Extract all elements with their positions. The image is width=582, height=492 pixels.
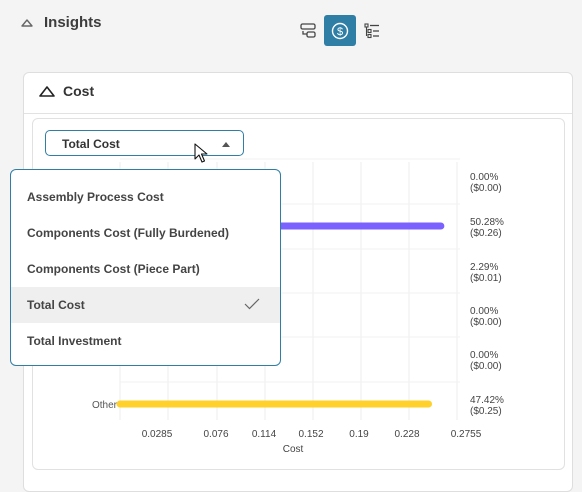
percent-label: 2.29% bbox=[470, 262, 498, 273]
value-label: ($0.00) bbox=[470, 183, 502, 194]
menu-option[interactable]: Components Cost (Fully Burdened) bbox=[11, 215, 280, 251]
percent-label: 0.00% bbox=[470, 306, 498, 317]
percent-label: 0.00% bbox=[470, 350, 498, 361]
list-tree-icon bbox=[364, 22, 379, 38]
view-toolbar: $ bbox=[292, 15, 388, 46]
x-tick-label: 0.076 bbox=[203, 429, 228, 440]
menu-option[interactable]: Assembly Process Cost bbox=[11, 179, 280, 215]
cost-type-menu: Assembly Process Cost Components Cost (Fu… bbox=[10, 169, 281, 366]
mouse-cursor-icon bbox=[194, 143, 208, 163]
percent-label: 50.28% bbox=[470, 217, 504, 228]
x-tick-label: 0.152 bbox=[298, 429, 323, 440]
checkmark-icon bbox=[244, 298, 260, 310]
menu-option-label: Total Investment bbox=[27, 334, 122, 348]
percent-label: 47.42% bbox=[470, 395, 504, 406]
menu-option-label: Assembly Process Cost bbox=[27, 190, 164, 204]
chevron-up-icon[interactable] bbox=[20, 16, 34, 30]
cost-view-button[interactable]: $ bbox=[324, 15, 356, 46]
value-label: ($0.00) bbox=[470, 317, 502, 328]
x-tick-label: 0.114 bbox=[252, 429, 277, 440]
dollar-icon: $ bbox=[331, 22, 349, 39]
percent-label: 0.00% bbox=[470, 172, 498, 183]
menu-option-label: Components Cost (Piece Part) bbox=[27, 262, 200, 276]
x-tick-label: 0.0285 bbox=[142, 429, 173, 440]
menu-option-label: Total Cost bbox=[27, 298, 85, 312]
list-view-button[interactable] bbox=[356, 15, 388, 46]
insights-title: Insights bbox=[44, 14, 102, 31]
layers-icon bbox=[300, 22, 316, 38]
collapse-triangle-icon[interactable] bbox=[38, 84, 56, 98]
cost-header[interactable]: Cost bbox=[38, 83, 94, 99]
menu-option-label: Components Cost (Fully Burdened) bbox=[27, 226, 229, 240]
menu-option[interactable]: Total Investment bbox=[11, 323, 280, 359]
value-label: ($0.00) bbox=[470, 361, 502, 372]
insights-header[interactable]: Insights bbox=[20, 14, 102, 31]
menu-option[interactable]: Total Cost bbox=[11, 287, 280, 323]
x-tick-label: 0.228 bbox=[394, 429, 419, 440]
value-label: ($0.01) bbox=[470, 273, 502, 284]
value-label: ($0.25) bbox=[470, 406, 502, 417]
cost-title: Cost bbox=[63, 83, 95, 99]
category-label: Other bbox=[92, 400, 118, 411]
svg-text:$: $ bbox=[337, 26, 343, 38]
select-value: Total Cost bbox=[62, 137, 120, 151]
layers-view-button[interactable] bbox=[292, 15, 324, 46]
cost-type-select[interactable]: Total Cost bbox=[45, 130, 244, 156]
value-label: ($0.26) bbox=[470, 228, 502, 239]
caret-up-icon bbox=[222, 142, 230, 147]
x-tick-label: 0.2755 bbox=[451, 429, 482, 440]
divider bbox=[24, 113, 572, 114]
x-tick-label: 0.19 bbox=[349, 429, 369, 440]
menu-option[interactable]: Components Cost (Piece Part) bbox=[11, 251, 280, 287]
x-axis-label: Cost bbox=[283, 444, 304, 455]
